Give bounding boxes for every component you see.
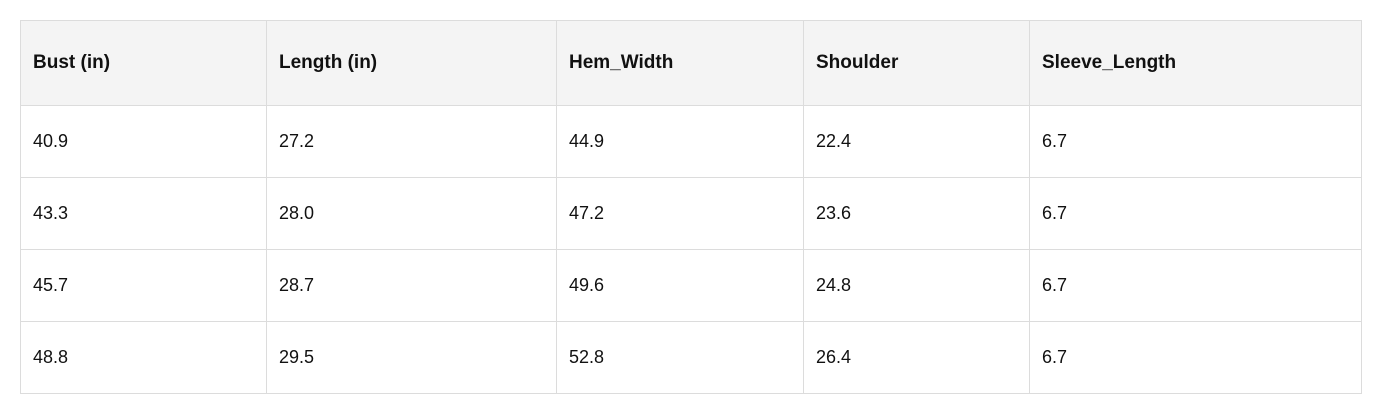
table-cell: 6.7 (1029, 321, 1362, 394)
table-cell: 48.8 (20, 321, 267, 394)
table-row: 45.7 28.7 49.6 24.8 6.7 (20, 249, 1362, 322)
table-row: 48.8 29.5 52.8 26.4 6.7 (20, 321, 1362, 394)
table-cell: 24.8 (803, 249, 1030, 322)
table-cell: 6.7 (1029, 105, 1362, 178)
table-cell: 28.7 (266, 249, 557, 322)
table-row: 40.9 27.2 44.9 22.4 6.7 (20, 105, 1362, 178)
table-cell: 47.2 (556, 177, 804, 250)
table-cell: 28.0 (266, 177, 557, 250)
table-cell: 6.7 (1029, 177, 1362, 250)
header-cell: Bust (in) (20, 20, 267, 106)
header-row: Bust (in) Length (in) Hem_Width Shoulder Sle… (20, 20, 1362, 106)
table-cell: 45.7 (20, 249, 267, 322)
table-cell: 6.7 (1029, 249, 1362, 322)
table-body: 40.9 27.2 44.9 22.4 6.7 43.3 28.0 47.2 23.6 6.7 45… (20, 105, 1362, 394)
header-cell: Length (in) (266, 20, 557, 106)
header-cell: Shoulder (803, 20, 1030, 106)
table-cell: 22.4 (803, 105, 1030, 178)
table-cell: 52.8 (556, 321, 804, 394)
table-cell: 27.2 (266, 105, 557, 178)
table-cell: 29.5 (266, 321, 557, 394)
size-table: Bust (in) Length (in) Hem_Width Shoulder Sle… (20, 20, 1362, 394)
table-cell: 44.9 (556, 105, 804, 178)
table-cell: 23.6 (803, 177, 1030, 250)
table-row: 43.3 28.0 47.2 23.6 6.7 (20, 177, 1362, 250)
table-cell: 43.3 (20, 177, 267, 250)
header-cell: Hem_Width (556, 20, 804, 106)
header-cell: Sleeve_Length (1029, 20, 1362, 106)
table-cell: 49.6 (556, 249, 804, 322)
table-cell: 40.9 (20, 105, 267, 178)
table-cell: 26.4 (803, 321, 1030, 394)
